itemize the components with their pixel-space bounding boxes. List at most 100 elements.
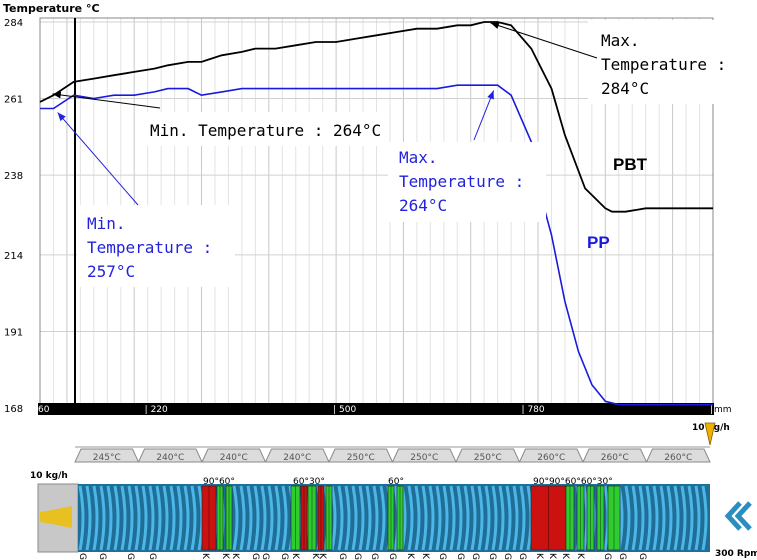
zone-temperature-label: 245°C xyxy=(93,453,121,463)
element-code: G xyxy=(602,553,612,560)
screw-flight xyxy=(421,485,428,551)
x-axis-unit: mm xyxy=(714,405,732,415)
pbt-min-leader xyxy=(52,93,161,109)
screw-flight xyxy=(176,485,183,551)
element-codes: G G G G K K K G G G K KK G G G G K K G G G G G G K K K K G G G xyxy=(77,553,647,560)
kneading-block[interactable] xyxy=(396,485,404,551)
y-tick-label: 191 xyxy=(4,327,23,338)
kneading-block[interactable] xyxy=(225,485,233,551)
kneading-block[interactable] xyxy=(325,485,333,551)
kneading-block[interactable] xyxy=(387,485,395,551)
x-tick-label: 60 xyxy=(38,405,50,415)
kneading-block[interactable] xyxy=(216,485,224,551)
element-code: K xyxy=(534,553,544,560)
screw-flight xyxy=(372,485,379,551)
element-code: K xyxy=(290,553,300,560)
temperature-zone[interactable] xyxy=(518,448,584,463)
temperature-zone[interactable] xyxy=(455,448,521,463)
y-tick-label: 214 xyxy=(4,251,23,262)
screw-flight xyxy=(232,485,239,551)
kneading-block[interactable] xyxy=(576,485,585,551)
screw-flight xyxy=(701,485,708,551)
x-axis-bar xyxy=(38,403,714,415)
element-code: G xyxy=(437,553,447,560)
pp-max-annotation: Max. Temperature : 264°C xyxy=(399,148,534,215)
kneading-block[interactable] xyxy=(317,485,325,551)
kneading-block[interactable] xyxy=(300,485,308,551)
element-code: G xyxy=(517,553,527,560)
kneading-block[interactable] xyxy=(201,485,217,551)
screw-flight xyxy=(190,485,197,551)
zone-temperature-label: 250°C xyxy=(410,453,438,463)
x-tick-label: | 1060 xyxy=(710,405,739,415)
screw-flight xyxy=(344,485,351,551)
temperature-zone[interactable] xyxy=(391,448,457,463)
kneading-block[interactable] xyxy=(596,485,605,551)
x-tick-label: | 780 xyxy=(522,405,545,415)
kneading-block[interactable] xyxy=(307,485,317,551)
screw-flight xyxy=(645,485,652,551)
element-code: G xyxy=(487,553,497,560)
screw-flight xyxy=(498,485,505,551)
kneading-block[interactable] xyxy=(530,485,567,551)
screw-flight xyxy=(624,485,631,551)
temperature-zone[interactable] xyxy=(645,448,711,463)
screw-flight xyxy=(155,485,162,551)
x-axis: 60 | 220 | 500 | 780 | 1060 xyxy=(38,405,739,415)
pp-min-box xyxy=(77,205,235,287)
screw-flight xyxy=(470,485,477,551)
temperature-zone[interactable] xyxy=(328,448,394,463)
screw-flight xyxy=(638,485,645,551)
y-tick-label: 261 xyxy=(4,95,23,106)
screw-flight xyxy=(239,485,246,551)
element-code: K xyxy=(230,553,240,560)
zone-temperature-label: 250°C xyxy=(347,453,375,463)
temperature-zone[interactable] xyxy=(201,448,267,463)
screw-flight xyxy=(463,485,470,551)
screw-flight xyxy=(274,485,281,551)
pbt-min-box xyxy=(140,112,388,146)
element-code: G xyxy=(125,553,135,560)
element-code: K xyxy=(547,553,557,560)
screw-flight xyxy=(379,485,386,551)
screw-flight xyxy=(281,485,288,551)
angle-label-4: 90°90°60°60°30° xyxy=(533,477,613,487)
temperature-zone[interactable] xyxy=(137,448,203,463)
screw-flight xyxy=(659,485,666,551)
element-code: G xyxy=(97,553,107,560)
screw-flight xyxy=(113,485,120,551)
element-code: G xyxy=(455,553,465,560)
kneading-block[interactable] xyxy=(607,485,621,551)
kneading-block[interactable] xyxy=(586,485,595,551)
pbt-max-leader-head xyxy=(490,22,500,29)
annotation-leaders xyxy=(52,22,598,206)
feed-marker-icon[interactable] xyxy=(704,422,716,446)
x-tick-label: | 220 xyxy=(145,405,168,415)
x-tick-label: | 500 xyxy=(333,405,356,415)
screw-flight xyxy=(267,485,274,551)
screw-flight xyxy=(652,485,659,551)
zone-temperature-label: 260°C xyxy=(664,453,692,463)
element-code: G xyxy=(147,553,157,560)
element-code: G xyxy=(617,553,627,560)
pbt-max-box xyxy=(588,20,728,104)
temperature-zone[interactable] xyxy=(74,448,140,463)
rpm-label: 300 Rpm xyxy=(715,549,757,559)
zone-temperature-label: 240°C xyxy=(156,453,184,463)
pp-min-annotation: Min. Temperature : 257°C xyxy=(87,214,222,281)
screw-flight xyxy=(246,485,253,551)
pbt-max-annotation: Max. Temperature : 284°C xyxy=(601,31,736,98)
screw-flight xyxy=(407,485,414,551)
temperature-zone[interactable] xyxy=(582,448,648,463)
screw-flight xyxy=(694,485,701,551)
screw-flight xyxy=(169,485,176,551)
kneading-block[interactable] xyxy=(565,485,575,551)
temperature-zone[interactable] xyxy=(264,448,330,463)
element-code: G xyxy=(337,553,347,560)
discharge-chevron-icon[interactable] xyxy=(724,501,752,531)
element-code: G xyxy=(637,553,647,560)
kneading-block[interactable] xyxy=(290,485,301,551)
screw-flight xyxy=(442,485,449,551)
screw-flight xyxy=(127,485,134,551)
screw-flight xyxy=(477,485,484,551)
